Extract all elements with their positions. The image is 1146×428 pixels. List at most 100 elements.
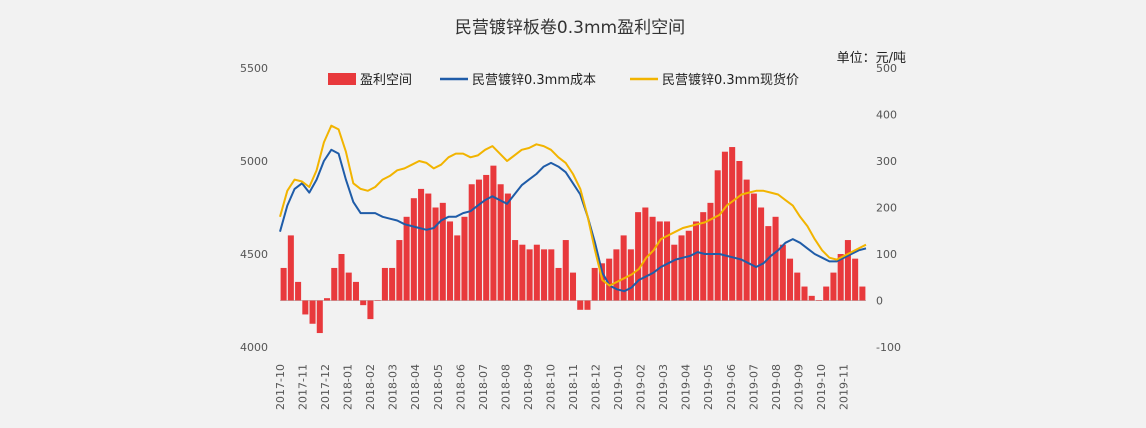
profit-bar xyxy=(700,212,707,301)
profit-bar xyxy=(635,212,642,301)
x-axis-tick-label: 2017-10 xyxy=(274,364,287,410)
profit-bar xyxy=(425,193,432,301)
profit-bar xyxy=(787,258,794,301)
x-axis-tick-label: 2018-04 xyxy=(409,364,422,410)
profit-bar xyxy=(497,184,504,301)
x-axis-tick-label: 2018-03 xyxy=(387,364,400,410)
right-axis-tick-label: 200 xyxy=(876,202,897,215)
legend-swatch-bar xyxy=(328,73,356,85)
profit-bar xyxy=(331,267,338,301)
legend-label: 民营镀锌0.3mm成本 xyxy=(472,72,596,88)
profit-bar xyxy=(591,267,598,301)
x-axis-tick-label: 2018-05 xyxy=(432,364,445,410)
profit-bar xyxy=(707,202,714,301)
profit-bar xyxy=(779,244,786,301)
x-axis-tick-label: 2019-03 xyxy=(657,364,670,410)
profit-bar xyxy=(295,281,302,301)
profit-bar xyxy=(324,298,331,301)
profit-bar xyxy=(345,272,352,301)
profit-bar xyxy=(446,221,454,301)
profit-bar xyxy=(374,300,381,301)
profit-bar xyxy=(584,300,591,310)
profit-bar xyxy=(367,300,374,320)
profit-bar xyxy=(772,216,779,301)
profit-bar xyxy=(418,188,425,301)
legend: 盈利空间 民营镀锌0.3mm成本 民营镀锌0.3mm现货价 xyxy=(328,72,799,88)
x-axis-tick-label: 2019-09 xyxy=(792,364,805,410)
left-axis: 4000 4500 5000 5500 xyxy=(240,62,268,354)
spot-price-line xyxy=(279,124,867,287)
profit-bar xyxy=(389,267,396,301)
right-axis: -100 0 100 200 300 400 500 xyxy=(876,62,901,354)
right-axis-tick-label: 500 xyxy=(876,62,897,75)
legend-label: 民营镀锌0.3mm现货价 xyxy=(662,72,799,88)
profit-bar xyxy=(642,207,649,301)
profit-bar xyxy=(577,300,584,310)
profit-bar xyxy=(360,300,367,306)
profit-bar xyxy=(548,249,555,301)
profit-bar xyxy=(859,286,866,301)
x-axis-tick-label: 2018-02 xyxy=(364,364,377,410)
x-axis-tick-label: 2018-01 xyxy=(342,364,355,410)
legend-label: 盈利空间 xyxy=(360,73,412,88)
profit-bar xyxy=(656,221,663,301)
profit-bar xyxy=(743,179,750,301)
x-axis-tick-label: 2018-12 xyxy=(590,364,603,410)
profit-bar xyxy=(649,216,656,301)
x-axis-tick-label: 2018-11 xyxy=(567,364,580,410)
profit-bar xyxy=(736,161,743,301)
profit-bar xyxy=(808,295,815,301)
profit-bar xyxy=(801,286,808,301)
profit-bar xyxy=(533,244,540,301)
x-axis-tick-label: 2018-07 xyxy=(477,364,490,410)
profit-bar xyxy=(837,254,844,301)
profit-bar xyxy=(490,165,497,301)
profit-bar xyxy=(569,272,577,301)
right-axis-tick-label: -100 xyxy=(876,341,901,354)
profit-bar xyxy=(316,300,323,334)
profit-bar xyxy=(620,235,627,301)
profit-bar xyxy=(352,281,359,301)
profit-bar xyxy=(504,193,511,301)
profit-bar xyxy=(475,179,482,301)
profit-bar xyxy=(714,170,721,301)
profit-bar xyxy=(606,258,613,301)
x-axis-tick-label: 2018-06 xyxy=(454,364,467,410)
profit-bar xyxy=(671,244,678,301)
chart-title: 民营镀锌板卷0.3mm盈利空间 xyxy=(455,18,685,38)
x-axis: 2017-10 2017-11 2017-12 2018-01 2018-02 2018-… xyxy=(274,300,866,410)
x-axis-tick-label: 2018-08 xyxy=(499,364,512,410)
profit-bar xyxy=(454,235,461,301)
right-axis-tick-label: 400 xyxy=(876,109,897,122)
x-axis-tick-label: 2019-05 xyxy=(702,364,715,410)
profit-bar xyxy=(598,263,605,301)
profit-bar xyxy=(815,300,822,301)
bar-series-profit xyxy=(280,147,866,334)
x-axis-tick-label: 2018-10 xyxy=(544,364,557,410)
left-axis-tick-label: 5500 xyxy=(240,62,268,75)
profit-bar xyxy=(439,202,446,301)
profit-bar xyxy=(541,249,548,301)
profit-bar xyxy=(519,244,526,301)
right-axis-tick-label: 300 xyxy=(876,155,897,168)
profit-bar xyxy=(512,240,519,301)
profit-bar xyxy=(555,267,562,301)
profit-bar xyxy=(794,272,801,301)
profit-bar xyxy=(758,207,765,301)
profit-bar xyxy=(309,300,316,324)
left-axis-tick-label: 4000 xyxy=(240,341,268,354)
profit-bar xyxy=(403,216,410,301)
x-axis-tick-label: 2017-11 xyxy=(297,364,310,410)
cost-line xyxy=(279,148,867,293)
profit-bar xyxy=(721,151,728,301)
x-axis-tick-label: 2019-04 xyxy=(680,364,693,410)
x-axis-tick-label: 2019-06 xyxy=(725,364,738,410)
x-axis-tick-label: 2019-02 xyxy=(635,364,648,410)
profit-bar xyxy=(562,240,569,301)
profit-bar xyxy=(381,267,388,301)
x-axis-tick-label: 2018-09 xyxy=(522,364,535,410)
profit-bar xyxy=(468,184,475,301)
profit-bar xyxy=(526,249,533,301)
